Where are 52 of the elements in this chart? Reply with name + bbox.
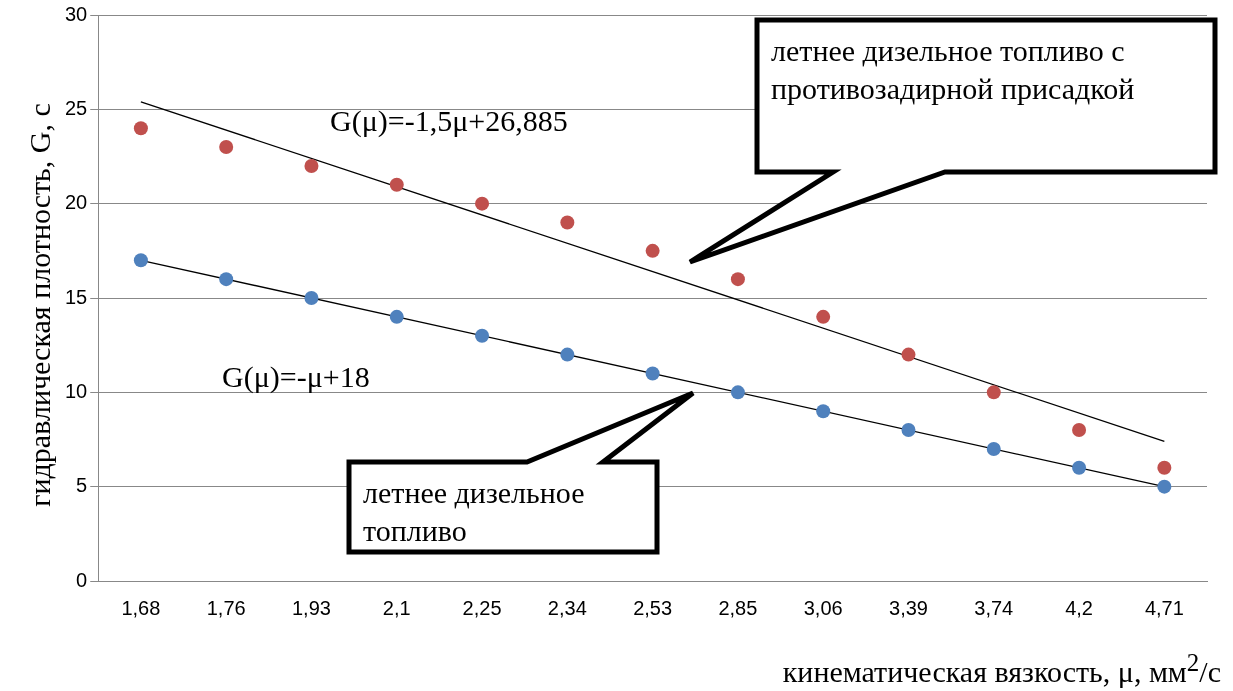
annotation: летнее дизельное топливо с противозадирной присадкой (771, 33, 1136, 107)
point (389, 309, 404, 324)
point (901, 423, 916, 438)
point (1072, 423, 1087, 438)
point (133, 253, 148, 268)
x-tick-label: 1,68 (121, 596, 161, 619)
point (1157, 479, 1172, 494)
x-tick-label: 3,06 (803, 596, 843, 619)
x-tick-label: 1,93 (292, 596, 331, 619)
annotation: летнее дизельное топливо (363, 475, 586, 549)
point (560, 347, 575, 362)
point (645, 366, 660, 381)
y-tick-label: 20 (65, 191, 88, 214)
point (475, 196, 490, 211)
point (986, 441, 1001, 456)
x-tick-label: 1,76 (206, 596, 246, 619)
point (901, 347, 916, 362)
point (389, 177, 404, 192)
x-tick-label: 2,85 (718, 596, 758, 619)
annotation: G(μ)=-1,5μ+26,885 (330, 104, 568, 138)
point (816, 404, 831, 419)
y-tick-label: 25 (65, 96, 88, 119)
point (475, 328, 490, 343)
y-tick-label: 15 (65, 285, 88, 308)
point (1157, 460, 1172, 475)
y-tick-label: 10 (65, 379, 88, 402)
point (730, 385, 745, 400)
point (816, 309, 831, 324)
point (219, 272, 234, 287)
x-tick-label: 4,71 (1144, 596, 1184, 619)
point (304, 291, 319, 305)
point (304, 158, 319, 173)
y-axis-title: гидравлическая плотность, G, с (23, 103, 57, 507)
point (730, 272, 745, 287)
point (560, 215, 575, 230)
y-tick-label: 5 (76, 474, 88, 497)
y-tick-label: 30 (65, 2, 88, 25)
x-axis-title: кинематическая вязкость, μ, мм$^{2}$/с (782, 649, 1221, 689)
x-tick-label: 4,2 (1065, 596, 1093, 619)
point (133, 121, 148, 136)
x-tick-label: 3,39 (889, 596, 928, 619)
x-tick-label: 3,74 (974, 596, 1014, 619)
x-tick-label: 2,25 (462, 596, 502, 619)
x-tick-label: 2,34 (547, 596, 587, 619)
point (1072, 460, 1087, 475)
y-tick-label: 0 (76, 568, 88, 591)
point (645, 243, 660, 258)
point (986, 385, 1001, 400)
annotation: G(μ)=-μ+18 (222, 360, 370, 394)
point (219, 140, 234, 155)
x-tick-label: 2,53 (633, 596, 673, 619)
x-tick-label: 2,1 (382, 596, 411, 619)
